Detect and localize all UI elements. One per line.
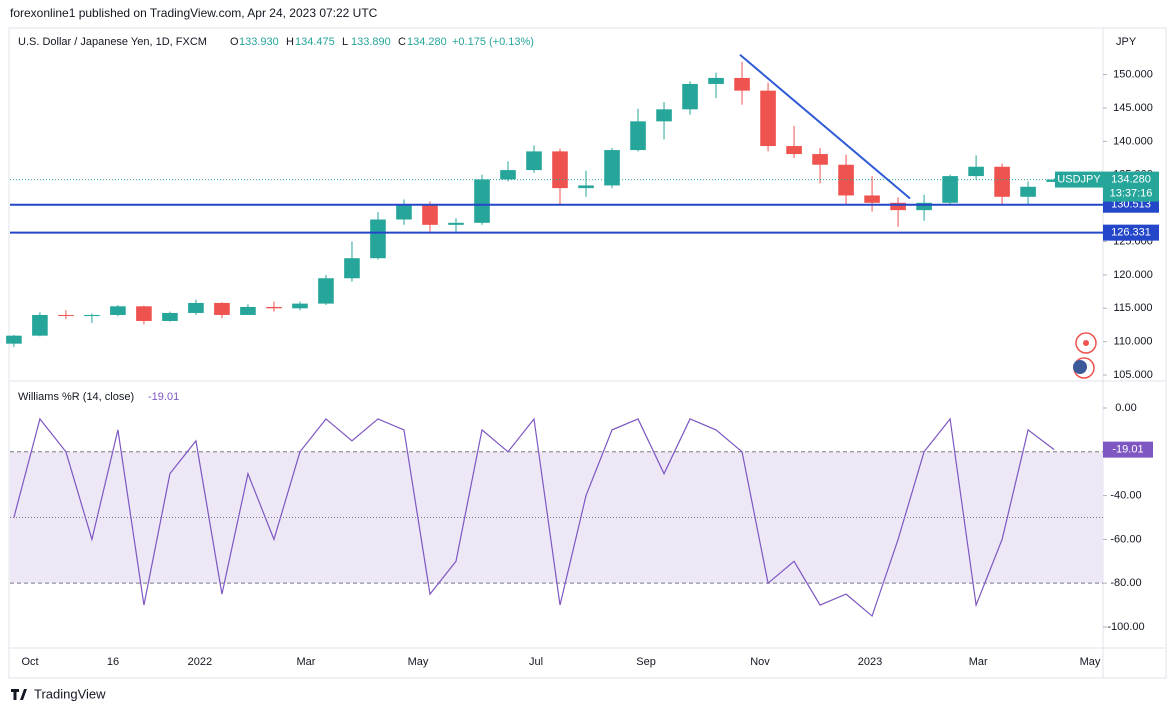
ohlc-key: L — [342, 36, 348, 48]
indicator-line — [13, 417, 1055, 618]
x-tick-label: May — [1080, 656, 1101, 668]
x-tick-label: Mar — [969, 656, 988, 668]
x-tick-label: May — [408, 656, 429, 668]
x-tick-label: Jul — [529, 656, 543, 668]
candle-body — [812, 154, 828, 165]
currency: JPY — [1116, 36, 1137, 48]
ohlc-value: 134.280 — [407, 36, 447, 48]
candle-body — [6, 335, 22, 344]
candle-body — [318, 278, 334, 304]
candle-body — [1020, 186, 1036, 197]
indicator-title: Williams %R (14, close) — [18, 391, 134, 403]
trend-line — [739, 54, 911, 200]
y-tick-label: -80.00 — [1110, 577, 1141, 589]
candle-body — [864, 195, 880, 203]
x-tick-label: 16 — [107, 656, 119, 668]
ohlc-key: C — [398, 36, 406, 48]
symbol-title: U.S. Dollar / Japanese Yen, 1D, FXCM — [18, 36, 207, 48]
candle-body — [526, 151, 542, 171]
ohlc-value: 133.930 — [239, 36, 279, 48]
icons — [1073, 332, 1097, 379]
candle-body — [58, 314, 74, 316]
footer-brand: TradingView — [34, 686, 106, 701]
candle-body — [968, 166, 984, 177]
countdown: 13:37:16 — [1110, 187, 1153, 199]
candle-body — [760, 90, 776, 147]
candle-body — [500, 170, 516, 180]
y-tick-label: 145.000 — [1113, 102, 1153, 114]
candle-body — [396, 204, 412, 220]
ohlc-key: H — [286, 36, 294, 48]
candle-body — [136, 306, 152, 321]
last-price-label: 134.280 — [1111, 173, 1151, 185]
candle-body — [994, 166, 1010, 197]
candle-body — [708, 77, 724, 84]
y-tick-label: -60.00 — [1110, 533, 1141, 545]
candle-body — [786, 146, 802, 155]
ohlc-value: 134.475 — [295, 36, 335, 48]
candle-body — [656, 109, 672, 122]
x-tick-label: 2023 — [858, 656, 882, 668]
candle-body — [552, 151, 568, 189]
candle-body — [110, 306, 126, 315]
flag-icon — [1073, 360, 1087, 374]
y-tick-label: -40.00 — [1110, 489, 1141, 501]
logo-mark — [11, 689, 27, 700]
x-tick-label: Sep — [636, 656, 656, 668]
candle-body — [734, 77, 750, 91]
level-label-box — [1103, 224, 1159, 241]
candle-body — [448, 222, 464, 225]
y-tick-label: 150.000 — [1113, 69, 1153, 81]
candle-body — [214, 302, 230, 315]
symbol-label: USDJPY — [1057, 173, 1101, 185]
x-tick-label: Mar — [296, 656, 315, 668]
candle-body — [474, 179, 490, 223]
candle-body — [916, 202, 932, 211]
last-value-box — [1103, 441, 1153, 458]
x-tick-label: 2022 — [188, 656, 212, 668]
candle-body — [1046, 179, 1062, 182]
y-tick-label: 0.00 — [1115, 402, 1136, 414]
y-tick-label: 120.000 — [1113, 269, 1153, 281]
candle-body — [292, 303, 308, 309]
candle-body — [890, 202, 906, 211]
ohlc-value: 133.890 — [351, 36, 391, 48]
candle-body — [604, 150, 620, 186]
candle-body — [188, 302, 204, 313]
ohlc-key: O — [230, 36, 239, 48]
last-price-box — [1103, 171, 1159, 202]
publisher: forexonline1 published on TradingView.co… — [10, 6, 378, 20]
candle-body — [578, 185, 594, 189]
y-tick-label: 140.000 — [1113, 135, 1153, 147]
indicator-value: -19.01 — [148, 391, 179, 403]
candle-body — [240, 306, 256, 315]
y-tick-label: 115.000 — [1114, 302, 1153, 314]
candle-body — [682, 83, 698, 110]
candle-body — [942, 176, 958, 203]
level-label: 130.513 — [1111, 199, 1151, 211]
level-label: 126.331 — [1111, 227, 1151, 239]
candle-body — [838, 164, 854, 196]
x-tick-label: Nov — [750, 656, 770, 668]
candle-body — [422, 204, 438, 225]
alert-dot — [1083, 340, 1089, 346]
candle-body — [370, 219, 386, 259]
symbol-box — [1055, 171, 1103, 188]
candle-body — [630, 121, 646, 151]
candle-body — [162, 312, 178, 321]
candle-body — [344, 258, 360, 279]
candle-body — [32, 314, 48, 336]
candle-body — [266, 306, 282, 309]
frame — [8, 27, 1167, 679]
y-tick-label: 105.000 — [1113, 369, 1153, 381]
y-tick-label: -100.00 — [1107, 621, 1144, 633]
y-tick-label: 110.000 — [1114, 336, 1153, 348]
x-tick-label: Oct — [21, 656, 38, 668]
footer-logo: TradingView — [11, 686, 106, 701]
change: +0.175 (+0.13%) — [452, 36, 534, 48]
last-value-label: -19.01 — [1112, 444, 1143, 456]
candle-body — [84, 314, 100, 316]
